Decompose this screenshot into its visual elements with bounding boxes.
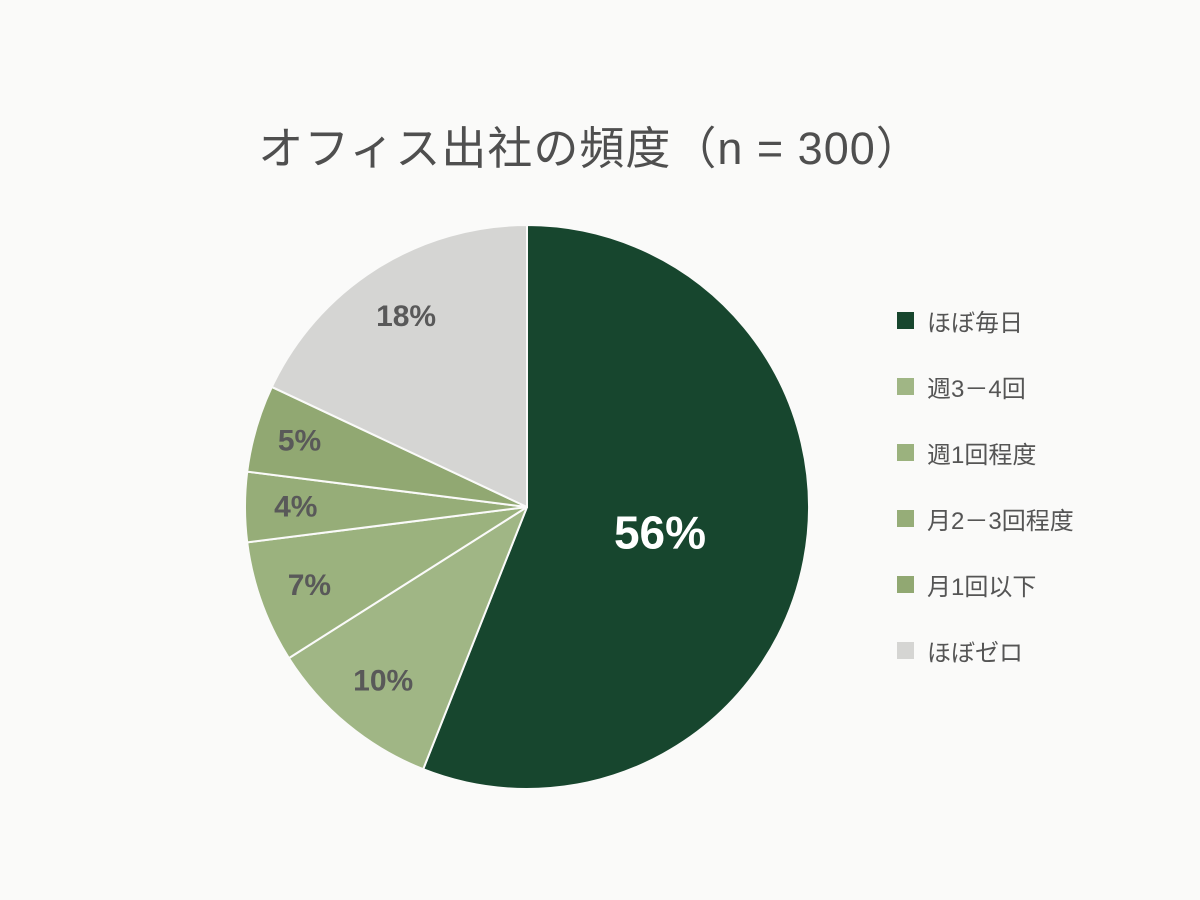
- chart-title: オフィス出社の頻度（n = 300）: [258, 123, 922, 174]
- pie-slice-56%: [422, 224, 810, 790]
- slice-label-4%: 4%: [274, 491, 317, 524]
- legend-swatch-icon: [897, 377, 914, 395]
- pie-slice-10%: [287, 506, 528, 771]
- legend-swatch-icon: [897, 641, 914, 659]
- legend-item: 週3－4回: [897, 371, 1074, 403]
- legend-item: 週1回程度: [897, 437, 1074, 469]
- legend-item: 月1回以下: [897, 569, 1074, 601]
- legend-item: ほぼゼロ: [897, 635, 1074, 667]
- legend-swatch-icon: [897, 575, 914, 593]
- legend-label: ほぼゼロ: [927, 639, 1023, 667]
- legend-item: 月2－3回程度: [897, 503, 1074, 535]
- legend-label: 週1回程度: [927, 441, 1037, 469]
- slice-label-56%: 56%: [614, 506, 706, 558]
- legend-label: 週3－4回: [927, 375, 1026, 403]
- slice-label-18%: 18%: [376, 300, 436, 333]
- legend: ほぼ毎日週3－4回週1回程度月2－3回程度 月1回以下ほぼゼロ: [897, 305, 1074, 701]
- slice-label-5%: 5%: [278, 424, 321, 457]
- legend-label: 月2－3回程度: [927, 507, 1074, 535]
- pie-slice-7%: [246, 506, 528, 660]
- pie-slice-18%: [270, 224, 528, 508]
- legend-swatch-icon: [897, 509, 914, 527]
- legend-item: ほぼ毎日: [897, 305, 1074, 337]
- slice-label-10%: 10%: [353, 664, 413, 697]
- legend-label: 月1回以下: [927, 573, 1037, 601]
- legend-swatch-icon: [897, 443, 914, 461]
- legend-label: ほぼ毎日: [927, 309, 1023, 337]
- slice-label-7%: 7%: [288, 569, 331, 602]
- legend-swatch-icon: [897, 311, 914, 329]
